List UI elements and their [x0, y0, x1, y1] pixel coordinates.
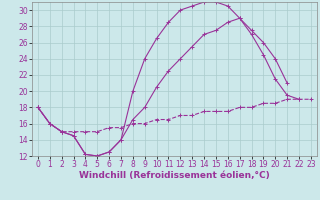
X-axis label: Windchill (Refroidissement éolien,°C): Windchill (Refroidissement éolien,°C): [79, 171, 270, 180]
